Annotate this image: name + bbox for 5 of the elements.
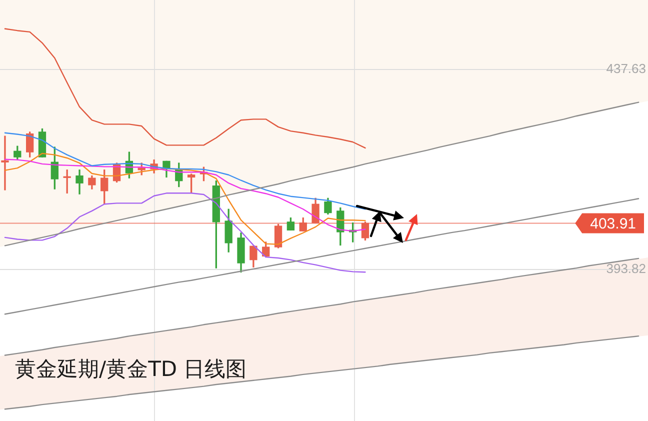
text: 黄金延期/黄金TD 日线图 — [15, 357, 247, 382]
y-tick-label: 437.63 — [606, 60, 646, 76]
candlestick — [1, 136, 9, 190]
ref-line-label: 403.91 — [590, 215, 636, 232]
y-tick-label: 393.82 — [606, 260, 646, 276]
